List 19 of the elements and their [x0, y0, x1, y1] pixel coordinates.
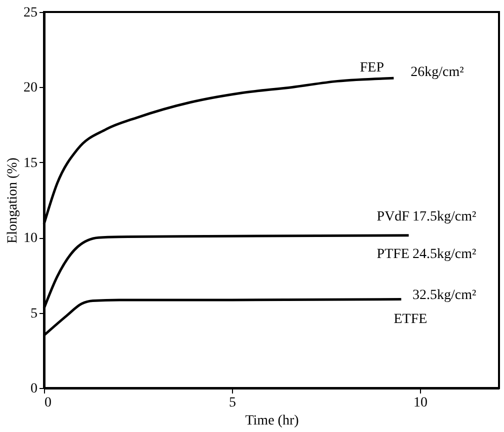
annotation: 24.5kg/cm² — [412, 247, 476, 262]
y-tick-label: 25 — [24, 6, 38, 20]
annotation: PVdF — [376, 210, 410, 225]
x-tick-label: 5 — [229, 396, 236, 410]
annotation: 26kg/cm² — [410, 65, 464, 80]
y-tick-label: 5 — [30, 306, 38, 322]
annotation: 17.5kg/cm² — [412, 210, 476, 225]
annotation: FEP — [360, 60, 384, 76]
y-tick-label: 20 — [24, 80, 38, 96]
x-tick-label: 10 — [414, 396, 428, 410]
x-axis-title: Time (hr) — [245, 414, 300, 428]
y-tick-label: 10 — [24, 231, 38, 246]
y-tick-label: 0 — [30, 382, 38, 396]
y-axis-title: Elongation (%) — [6, 157, 20, 244]
annotation: ETFE — [394, 312, 428, 327]
annotation: PTFE — [376, 247, 410, 262]
annotation: 32.5kg/cm² — [412, 288, 476, 303]
x-tick-label: 0 — [44, 396, 52, 410]
y-tick-label: 15 — [24, 156, 38, 171]
